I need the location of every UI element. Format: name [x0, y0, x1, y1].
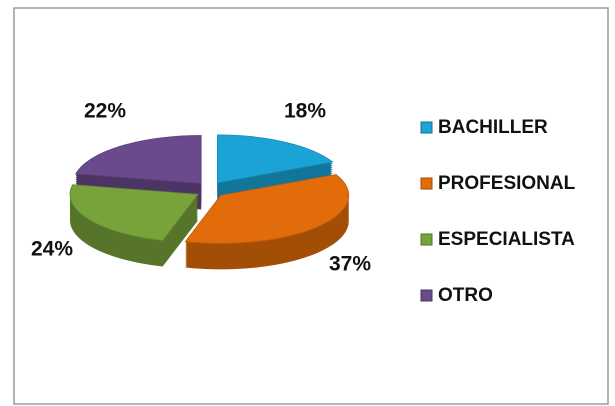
slice [75, 135, 202, 184]
slice [184, 174, 350, 244]
legend-label: BACHILLER [438, 117, 548, 138]
data-label: 37% [329, 253, 371, 276]
slice [69, 184, 199, 267]
legend-swatch [420, 289, 433, 302]
slice [69, 184, 199, 241]
legend-label: OTRO [438, 285, 493, 306]
legend-swatch [420, 233, 433, 246]
slice [184, 174, 350, 270]
legend-label: PROFESIONAL [438, 173, 576, 194]
data-label: 22% [84, 100, 126, 123]
legend-swatch [420, 177, 433, 190]
slice [217, 134, 334, 184]
legend-swatch [420, 121, 433, 134]
data-label: 18% [284, 100, 326, 123]
data-label: 24% [31, 238, 73, 261]
legend-label: ESPECIALISTA [438, 229, 575, 250]
